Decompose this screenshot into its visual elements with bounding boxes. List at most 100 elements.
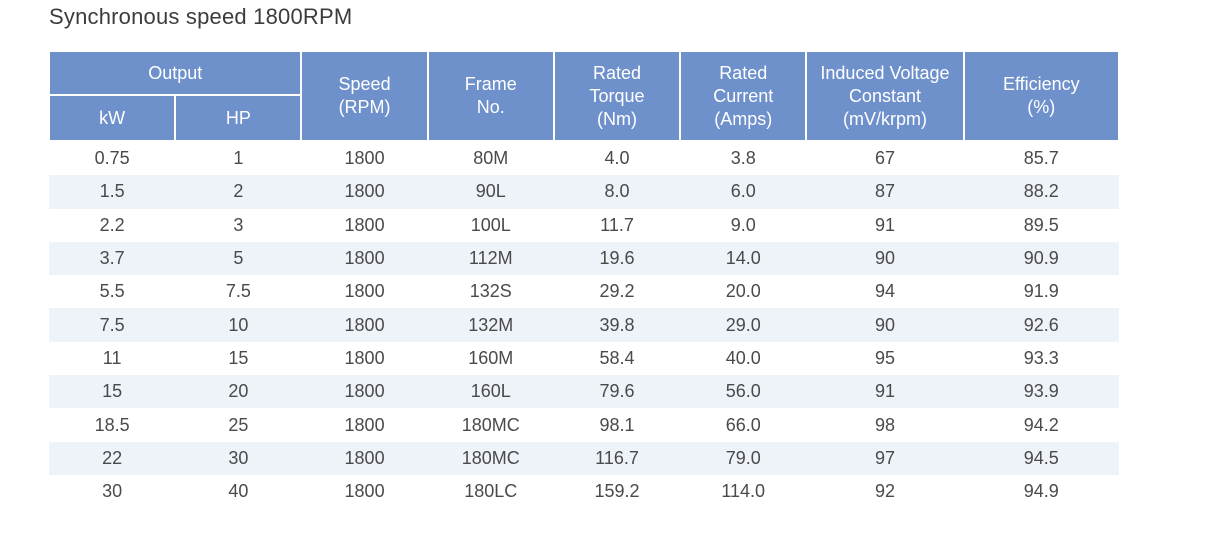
cell-voltage-constant: 87 <box>806 175 964 209</box>
cell-speed: 1800 <box>301 308 428 342</box>
cell-speed: 1800 <box>301 241 428 276</box>
cell-hp: 15 <box>228 347 249 368</box>
cell-kw: 11 <box>102 347 122 368</box>
table-header: Output Speed (RPM) Frame No. Rated Torqu… <box>47 50 1121 142</box>
table-row: 18.5 25 1800 180MC 98.1 66.0 98 94.2 <box>49 408 1119 441</box>
header-hp: HP <box>174 94 303 142</box>
cell-current: 6.0 <box>680 175 807 209</box>
header-subrow: kW HP <box>47 94 1119 142</box>
cell-torque: 29.2 <box>599 281 635 302</box>
cell-efficiency: 85.7 <box>1023 148 1059 169</box>
cell-kw: 0.75 <box>94 148 130 169</box>
cell-current: 29.0 <box>680 308 807 342</box>
cell-kw: 1.5 <box>49 175 176 209</box>
table-row: 30 40 1800 180LC 159.2 114.0 92 94.9 <box>49 475 1119 508</box>
cell-speed: 1800 <box>301 375 428 409</box>
cell-efficiency: 88.2 <box>963 175 1119 209</box>
header-speed: Speed (RPM) <box>300 50 429 142</box>
cell-torque: 79.6 <box>553 375 681 409</box>
cell-efficiency: 93.3 <box>1023 347 1059 368</box>
cell-current: 9.0 <box>730 214 756 235</box>
table-row: 7.5 10 1800 132M 39.8 29.0 90 92.6 <box>49 308 1119 342</box>
cell-efficiency: 94.9 <box>1023 481 1059 502</box>
cell-voltage-constant: 91 <box>806 375 964 409</box>
cell-current: 20.0 <box>725 281 761 302</box>
specification-table: Output Speed (RPM) Frame No. Rated Torqu… <box>47 50 1121 508</box>
cell-hp: 5 <box>175 241 302 276</box>
cell-speed: 1800 <box>344 347 385 368</box>
cell-kw: 18.5 <box>94 414 130 435</box>
cell-speed: 1800 <box>344 481 385 502</box>
cell-frame: 180LC <box>464 481 518 502</box>
header-row: Output Speed (RPM) Frame No. Rated Torqu… <box>47 50 1121 142</box>
cell-hp: 3 <box>233 214 244 235</box>
cell-frame: 100L <box>470 214 511 235</box>
cell-kw: 15 <box>49 375 176 409</box>
cell-current: 3.8 <box>730 148 756 169</box>
cell-hp: 7.5 <box>225 281 251 302</box>
header-efficiency: Efficiency (%) <box>962 50 1121 142</box>
cell-frame: 180MC <box>427 441 554 475</box>
cell-efficiency: 94.5 <box>963 441 1119 475</box>
cell-kw: 30 <box>102 481 123 502</box>
cell-torque: 159.2 <box>594 481 640 502</box>
cell-frame: 80M <box>473 148 509 169</box>
table-row: 11 15 1800 160M 58.4 40.0 95 93.3 <box>49 342 1119 375</box>
cell-current: 40.0 <box>725 347 761 368</box>
page-title: Synchronous speed 1800RPM <box>49 4 353 29</box>
cell-voltage-constant: 92 <box>874 481 895 502</box>
cell-frame: 132S <box>469 281 512 302</box>
cell-speed: 1800 <box>301 441 428 475</box>
table-row: 0.75 1 1800 80M 4.0 3.8 67 85.7 <box>49 141 1119 175</box>
cell-efficiency: 89.5 <box>1023 214 1059 235</box>
cell-efficiency: 90.9 <box>963 241 1119 276</box>
table-row: 2.2 3 1800 100L 11.7 9.0 91 89.5 <box>49 209 1119 242</box>
cell-voltage-constant: 94 <box>874 281 895 302</box>
cell-hp: 2 <box>175 175 302 209</box>
cell-torque: 11.7 <box>600 214 634 235</box>
header-voltage-constant: Induced Voltage Constant (mV/krpm) <box>805 50 965 142</box>
cell-current: 66.0 <box>725 414 761 435</box>
cell-hp: 10 <box>175 308 302 342</box>
cell-current: 14.0 <box>680 241 807 276</box>
cell-efficiency: 94.2 <box>1023 414 1059 435</box>
cell-torque: 8.0 <box>553 175 681 209</box>
table-row: 22 30 1800 180MC 116.7 79.0 97 94.5 <box>49 441 1119 475</box>
cell-kw: 2.2 <box>99 214 125 235</box>
cell-voltage-constant: 90 <box>806 241 964 276</box>
cell-voltage-constant: 97 <box>806 441 964 475</box>
cell-torque: 4.0 <box>604 148 630 169</box>
cell-frame: 132M <box>427 308 554 342</box>
cell-kw: 22 <box>49 441 176 475</box>
cell-speed: 1800 <box>344 148 385 169</box>
cell-current: 79.0 <box>680 441 807 475</box>
cell-voltage-constant: 91 <box>874 214 895 235</box>
header-torque: Rated Torque (Nm) <box>552 50 682 142</box>
cell-frame: 112M <box>427 241 554 276</box>
cell-speed: 1800 <box>344 414 385 435</box>
cell-hp: 20 <box>175 375 302 409</box>
cell-torque: 39.8 <box>553 308 681 342</box>
cell-speed: 1800 <box>344 281 385 302</box>
cell-speed: 1800 <box>301 175 428 209</box>
cell-frame: 160L <box>427 375 554 409</box>
cell-voltage-constant: 95 <box>874 347 895 368</box>
cell-kw: 7.5 <box>49 308 176 342</box>
cell-voltage-constant: 90 <box>806 308 964 342</box>
cell-voltage-constant: 98 <box>874 414 895 435</box>
header-current: Rated Current (Amps) <box>679 50 808 142</box>
cell-kw: 3.7 <box>49 241 176 276</box>
cell-efficiency: 93.9 <box>963 375 1119 409</box>
cell-current: 114.0 <box>721 481 766 502</box>
cell-current: 56.0 <box>680 375 807 409</box>
header-frame: Frame No. <box>426 50 555 142</box>
table-row: 3.7 5 1800 112M 19.6 14.0 90 90.9 <box>49 241 1119 276</box>
cell-hp: 40 <box>228 481 249 502</box>
cell-efficiency: 91.9 <box>1023 281 1059 302</box>
cell-frame: 160M <box>468 347 514 368</box>
table-body: 0.75 1 1800 80M 4.0 3.8 67 85.7 1.5 2 1800 90L 8.0 6.… <box>49 141 1119 508</box>
cell-frame: 90L <box>427 175 554 209</box>
cell-hp: 1 <box>233 148 244 169</box>
cell-hp: 25 <box>228 414 249 435</box>
